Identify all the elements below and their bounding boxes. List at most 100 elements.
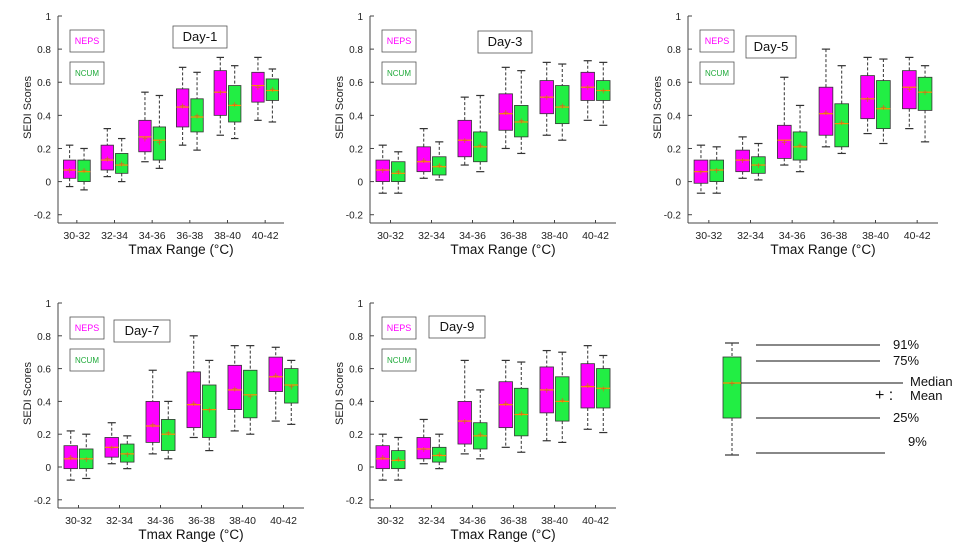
neps-mean-marker: + [255,83,261,94]
legend-neps-box [381,29,417,53]
ncum-box [555,376,570,422]
panel-title-box [113,319,171,343]
ncum-box [115,153,129,174]
y-tick-label: 0 [45,463,51,474]
ncum-box [514,105,529,138]
ncum-mean-marker: + [165,429,171,440]
neps-mean-marker: + [544,93,550,104]
y-tick-label: 0 [357,178,363,189]
legend-ncum-box [381,61,417,85]
panel-title: Day-3 [488,34,523,49]
legend-neps-box [381,316,417,340]
panels: -0.2 0 0.2 0.4 0.6 0.8 1 SEDI Scores 30-32 + +32-3… [22,12,938,542]
panel-title: Day-9 [440,319,475,334]
ncum-mean-marker: + [518,116,524,127]
legend-neps-label: NEPS [75,36,100,46]
key-label-75: 75% [893,353,919,368]
ncum-box [161,419,176,452]
ncum-mean-marker: + [559,101,565,112]
y-tick-label: -0.2 [664,211,682,222]
legend-ncum-box [69,348,105,372]
x-axis-label: Tmax Range (°C) [450,527,555,542]
legend-neps-box [699,29,735,53]
y-tick-label: 1 [45,299,51,310]
y-tick-label: 0 [45,178,51,189]
y-tick-label: 0.4 [349,111,363,122]
neps-mean-marker: + [421,156,427,167]
ncum-mean-marker: + [559,396,565,407]
neps-box [416,146,431,173]
y-axis-label: SEDI Scores [22,76,34,139]
neps-box [498,93,513,131]
y-tick-label: 0.2 [349,430,363,441]
neps-box [63,445,78,470]
panel-day-1: -0.2 0 0.2 0.4 0.6 0.8 1 SEDI Scores 30-32 + +32-3… [22,12,284,257]
ncum-box [432,156,447,176]
ncum-box [228,85,242,123]
neps-box [268,356,283,392]
ncum-mean-marker: + [83,455,89,466]
y-tick-label: 0.8 [349,332,363,343]
x-tick-label: 38-40 [541,230,568,242]
x-tick-label: 40-42 [270,515,297,527]
x-tick-label: 38-40 [541,515,568,527]
neps-box [375,445,390,470]
x-tick-label: 38-40 [862,230,889,242]
neps-mean-marker: + [380,453,386,464]
y-tick-label: 0.6 [37,78,51,89]
y-tick-label: 0.8 [667,45,681,56]
x-tick-label: 38-40 [214,230,241,242]
x-tick-label: 34-36 [779,230,806,242]
panel-day-7: -0.2 0 0.2 0.4 0.6 0.8 1 SEDI Scores 30-32 + +32-3… [22,299,304,542]
ncum-mean-marker: + [194,111,200,122]
panel-day-5: -0.2 0 0.2 0.4 0.6 0.8 1 SEDI Scores 30-32 + +32-3… [652,12,938,257]
neps-box [902,70,917,110]
x-tick-label: 30-32 [63,230,90,242]
x-tick-label: 34-36 [459,515,486,527]
neps-mean-marker: + [232,384,238,395]
neps-box [580,71,595,101]
ncum-box [834,103,849,148]
x-tick-label: 34-36 [147,515,174,527]
neps-mean-marker: + [462,136,468,147]
y-tick-label: 0.8 [37,45,51,56]
ncum-mean-marker: + [395,168,401,179]
ncum-box [917,76,933,111]
legend-neps-label: NEPS [705,36,730,46]
panel-title-box [477,30,533,54]
x-tick-label: 36-38 [176,230,203,242]
ncum-box [432,446,447,463]
x-tick-label: 40-42 [252,230,279,242]
key-label-median: Median [910,374,953,389]
x-tick-label: 36-38 [188,515,215,527]
ncum-mean-marker: + [269,85,275,96]
ncum-mean-marker: + [395,455,401,466]
y-tick-label: 0.4 [37,397,51,408]
legend-neps-label: NEPS [387,323,412,333]
neps-box [227,364,242,411]
ncum-mean-marker: + [518,409,524,420]
x-tick-label: 30-32 [695,230,722,242]
ncum-box [265,78,279,101]
y-tick-label: -0.2 [34,211,52,222]
panel-day-9: -0.2 0 0.2 0.4 0.6 0.8 1 SEDI Scores 30-32 + +32-3… [334,299,616,542]
ncum-box [190,98,204,133]
ncum-mean-marker: + [206,406,212,417]
y-tick-label: 0.6 [349,78,363,89]
ncum-mean-marker: + [436,450,442,461]
x-tick-label: 32-34 [737,230,764,242]
panel-title-box [745,35,797,59]
neps-mean-marker: + [503,108,509,119]
ncum-mean-marker: + [436,161,442,172]
y-tick-label: 0.2 [667,144,681,155]
y-tick-label: -0.2 [34,496,52,507]
ncum-mean-marker: + [477,430,483,441]
ncum-mean-marker: + [755,161,761,172]
y-tick-label: 1 [357,12,363,23]
y-tick-label: 0.8 [349,45,363,56]
neps-mean-marker: + [67,166,73,177]
y-axis-label: SEDI Scores [334,76,346,139]
ncum-mean-marker: + [247,392,253,403]
boxplot-key: + 91% 75% Median + : Mean 25% 9% [722,337,953,456]
